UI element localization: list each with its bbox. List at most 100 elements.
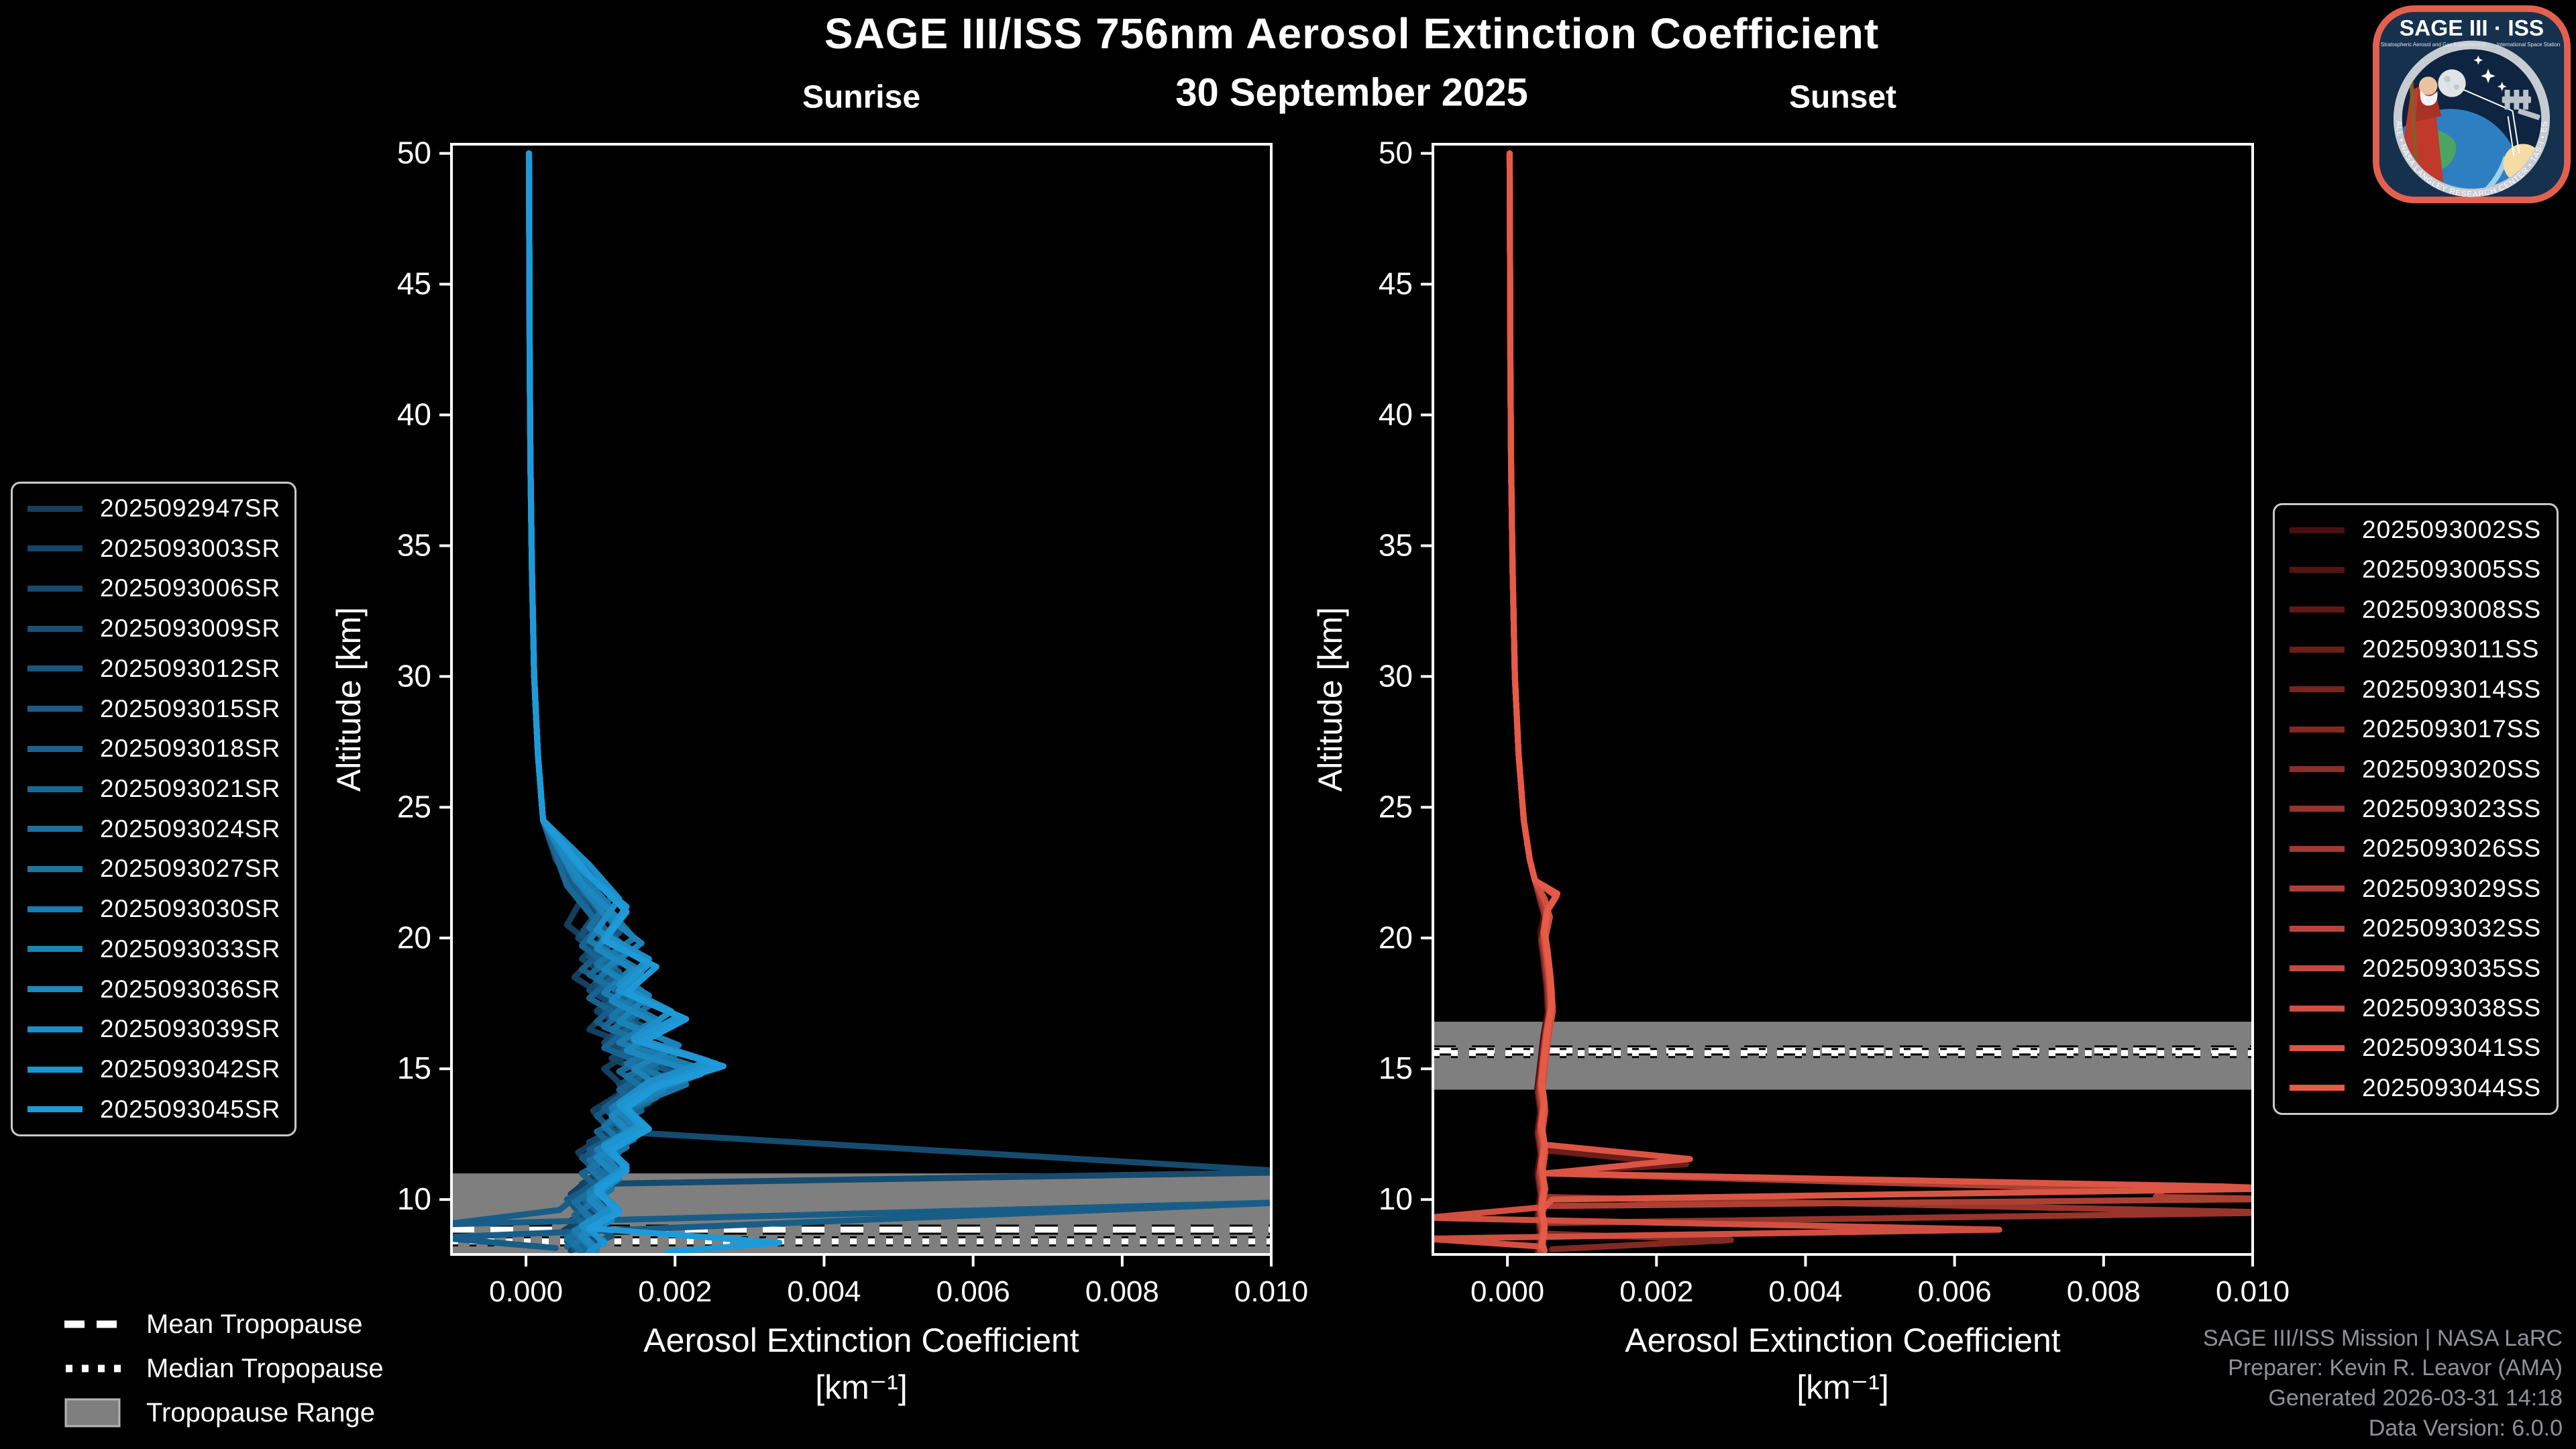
tropopause-range-label: Tropopause Range xyxy=(146,1397,375,1428)
attribution-generated: Generated 2026-03-31 14:18 xyxy=(2268,1385,2563,1411)
event-id-label: 2025093032SS xyxy=(2362,914,2542,943)
legend-item-mean-tropopause: Mean Tropopause xyxy=(64,1309,384,1339)
legend-item-event: 2025093036SR xyxy=(28,975,280,1004)
legend-item-event: 2025093035SS xyxy=(2290,955,2542,983)
y-tick-label: 10 xyxy=(1379,1181,1413,1216)
event-line-swatch xyxy=(28,786,83,792)
y-tick-label: 40 xyxy=(397,397,431,432)
moon-icon xyxy=(2438,69,2466,97)
profile-line-2025093015SR xyxy=(451,150,1271,1251)
event-line-swatch xyxy=(2290,566,2345,573)
y-tick-label: 35 xyxy=(1379,527,1413,562)
legend-item-event: 2025093030SR xyxy=(28,895,280,923)
page-title: SAGE III/ISS 756nm Aerosol Extinction Co… xyxy=(824,9,1880,58)
legend-sunset-events: 2025093002SS 2025093005SS 2025093008SS 2025… xyxy=(2273,503,2559,1115)
logo-subtitle-left: Stratospheric Aerosol and Gas Experiment… xyxy=(2381,42,2486,48)
event-line-swatch xyxy=(2290,965,2345,972)
stars xyxy=(2473,55,2507,91)
sage-iii-iss-mission-patch: SAGE III · ISS Stratospheric Aerosol and… xyxy=(2373,5,2571,203)
event-line-swatch xyxy=(2290,606,2345,613)
profile-line-2025093044SS xyxy=(1506,150,1560,1250)
x-tick-label: 0.002 xyxy=(638,1275,712,1308)
moon-crater xyxy=(2453,85,2459,90)
event-line-swatch xyxy=(28,505,83,512)
legend-item-event: 2025093033SR xyxy=(28,935,280,963)
event-id-label: 2025093038SS xyxy=(2362,994,2542,1022)
y-axis-label: Altitude [km] xyxy=(1311,607,1349,792)
legend-item-event: 2025093008SS xyxy=(2290,596,2542,624)
profile-line-2025093036SR xyxy=(526,150,704,1254)
panel-title-sunrise: Sunrise xyxy=(802,79,921,115)
event-id-label: 2025093017SS xyxy=(2362,715,2542,743)
y-tick-label: 20 xyxy=(397,920,431,955)
event-line-swatch xyxy=(28,826,83,833)
panel-title-sunset: Sunset xyxy=(1788,79,1897,115)
event-id-label: 2025093024SR xyxy=(100,814,281,843)
legend-item-event: 2025093006SR xyxy=(28,574,280,602)
event-line-swatch xyxy=(2290,806,2345,812)
event-id-label: 2025093042SR xyxy=(100,1055,281,1083)
x-tick-label: 0.010 xyxy=(2216,1275,2290,1308)
legend-item-event: 2025093038SS xyxy=(2290,994,2542,1022)
event-line-swatch xyxy=(28,745,83,752)
y-tick-label: 30 xyxy=(397,658,431,693)
median-tropopause-label: Median Tropopause xyxy=(146,1353,384,1383)
event-id-label: 2025093005SS xyxy=(2362,555,2542,584)
logo-title: SAGE III · ISS xyxy=(2400,16,2544,41)
mean-tropopause-dashed-line-swatch xyxy=(64,1309,121,1339)
x-tick-label: 0.008 xyxy=(2067,1275,2141,1308)
tropopause-range-patch-swatch xyxy=(64,1398,121,1428)
tropopause-legend: Mean Tropopause Median Tropopause Tropop… xyxy=(64,1309,384,1428)
x-tick-label: 0.002 xyxy=(1619,1275,1693,1308)
legend-item-event: 2025093045SR xyxy=(28,1095,280,1124)
event-id-label: 2025092947SR xyxy=(100,494,281,522)
y-tick-label: 40 xyxy=(1379,397,1413,432)
legend-item-event: 2025093011SS xyxy=(2290,635,2542,663)
y-axis-label: Altitude [km] xyxy=(330,607,368,792)
event-line-swatch xyxy=(28,865,83,872)
legend-sunrise-events: 2025092947SR 2025093003SR 2025093006SR 2025… xyxy=(11,482,297,1136)
legend-item-event: 2025093021SR xyxy=(28,775,280,803)
event-id-label: 2025093026SS xyxy=(2362,835,2542,863)
legend-item-event: 2025093041SS xyxy=(2290,1034,2542,1062)
event-line-swatch xyxy=(28,545,83,552)
event-line-swatch xyxy=(28,625,83,632)
median-tropopause-dotted-line-swatch xyxy=(64,1354,121,1383)
event-id-label: 2025093030SR xyxy=(100,895,281,923)
legend-item-median-tropopause: Median Tropopause xyxy=(64,1354,384,1383)
legend-item-event: 2025093012SR xyxy=(28,655,280,683)
attribution-mission: SAGE III/ISS Mission | NASA LaRC xyxy=(2202,1325,2563,1351)
event-id-label: 2025093045SR xyxy=(100,1095,281,1123)
legend-item-event: 2025092947SR xyxy=(28,494,280,523)
event-id-label: 2025093027SR xyxy=(100,855,281,883)
event-line-swatch xyxy=(2290,925,2345,932)
mean-tropopause-label: Mean Tropopause xyxy=(146,1309,363,1339)
occultation-rays xyxy=(2463,89,2520,156)
event-id-label: 2025093021SR xyxy=(100,775,281,803)
legend-item-event: 2025093026SS xyxy=(2290,835,2542,863)
event-id-label: 2025093018SR xyxy=(100,735,281,763)
event-line-swatch xyxy=(2290,1044,2345,1051)
legend-item-event: 2025093018SR xyxy=(28,735,280,763)
date-subtitle: 30 September 2025 xyxy=(1175,70,1528,115)
event-line-swatch xyxy=(2290,1005,2345,1012)
x-tick-label: 0.010 xyxy=(1234,1275,1308,1308)
event-id-label: 2025093003SR xyxy=(100,534,281,562)
event-id-label: 2025093002SS xyxy=(2362,516,2542,543)
y-tick-label: 45 xyxy=(397,266,431,301)
x-tick-label: 0.000 xyxy=(1470,1275,1544,1308)
event-id-label: 2025093041SS xyxy=(2362,1034,2542,1062)
event-line-swatch xyxy=(28,706,83,712)
y-tick-label: 10 xyxy=(397,1181,431,1216)
event-line-swatch xyxy=(28,906,83,912)
event-id-label: 2025093033SR xyxy=(100,934,281,963)
event-line-swatch xyxy=(28,946,83,953)
event-id-label: 2025093036SR xyxy=(100,975,281,1003)
event-id-label: 2025093008SS xyxy=(2362,595,2542,623)
x-axis-label: Aerosol Extinction Coefficient xyxy=(643,1322,1079,1359)
event-line-swatch xyxy=(28,1066,83,1073)
event-id-label: 2025093020SS xyxy=(2362,755,2542,783)
y-tick-label: 15 xyxy=(1379,1051,1413,1085)
